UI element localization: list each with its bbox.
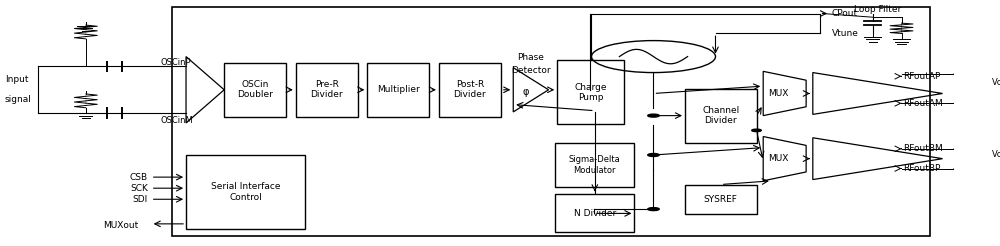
Text: CSB: CSB bbox=[130, 173, 148, 182]
Text: signal: signal bbox=[5, 95, 32, 104]
Text: OSCinP: OSCinP bbox=[160, 58, 191, 67]
Text: Channel
Divider: Channel Divider bbox=[702, 106, 739, 125]
FancyBboxPatch shape bbox=[555, 143, 634, 187]
Text: RFoutBP: RFoutBP bbox=[903, 164, 941, 173]
FancyBboxPatch shape bbox=[557, 60, 624, 124]
Circle shape bbox=[752, 129, 761, 132]
Text: Serial Interface
Control: Serial Interface Control bbox=[211, 182, 280, 201]
Text: Detector: Detector bbox=[511, 66, 551, 75]
Text: SCK: SCK bbox=[130, 184, 148, 193]
Circle shape bbox=[648, 208, 659, 211]
Text: Vcc: Vcc bbox=[992, 151, 1000, 159]
FancyBboxPatch shape bbox=[555, 194, 634, 232]
FancyBboxPatch shape bbox=[186, 155, 305, 229]
FancyBboxPatch shape bbox=[172, 7, 930, 236]
Text: Pre-R
Divider: Pre-R Divider bbox=[310, 80, 343, 99]
Text: Multiplier: Multiplier bbox=[377, 85, 420, 94]
Text: MUX: MUX bbox=[768, 89, 788, 98]
Text: RFoutAP: RFoutAP bbox=[903, 72, 941, 81]
Text: RFoutAM: RFoutAM bbox=[903, 99, 943, 108]
Text: Sigma-Delta
Modulator: Sigma-Delta Modulator bbox=[569, 155, 621, 174]
Text: Vcc: Vcc bbox=[992, 78, 1000, 87]
Text: Charge
Pump: Charge Pump bbox=[574, 83, 607, 102]
FancyBboxPatch shape bbox=[224, 63, 286, 117]
Circle shape bbox=[648, 114, 659, 117]
Text: Post-R
Divider: Post-R Divider bbox=[454, 80, 486, 99]
Text: Vtune: Vtune bbox=[832, 29, 859, 38]
Text: MUX: MUX bbox=[768, 154, 788, 163]
FancyBboxPatch shape bbox=[296, 63, 358, 117]
Text: MUXout: MUXout bbox=[103, 221, 138, 230]
Text: N Divider: N Divider bbox=[574, 209, 616, 218]
Text: Loop Filter: Loop Filter bbox=[854, 5, 901, 14]
FancyBboxPatch shape bbox=[685, 89, 757, 143]
Text: OSCin
Doubler: OSCin Doubler bbox=[237, 80, 273, 99]
Text: SYSREF: SYSREF bbox=[704, 195, 738, 204]
Text: Phase: Phase bbox=[517, 53, 544, 62]
FancyBboxPatch shape bbox=[685, 184, 757, 214]
Text: OSCinM: OSCinM bbox=[160, 116, 193, 125]
Text: Input: Input bbox=[5, 76, 28, 84]
FancyBboxPatch shape bbox=[439, 63, 501, 117]
Text: φ: φ bbox=[523, 87, 529, 97]
Circle shape bbox=[648, 154, 659, 156]
Text: SDI: SDI bbox=[133, 195, 148, 204]
Text: RFoutBM: RFoutBM bbox=[903, 144, 943, 153]
FancyBboxPatch shape bbox=[367, 63, 429, 117]
Text: CPout: CPout bbox=[832, 9, 858, 18]
